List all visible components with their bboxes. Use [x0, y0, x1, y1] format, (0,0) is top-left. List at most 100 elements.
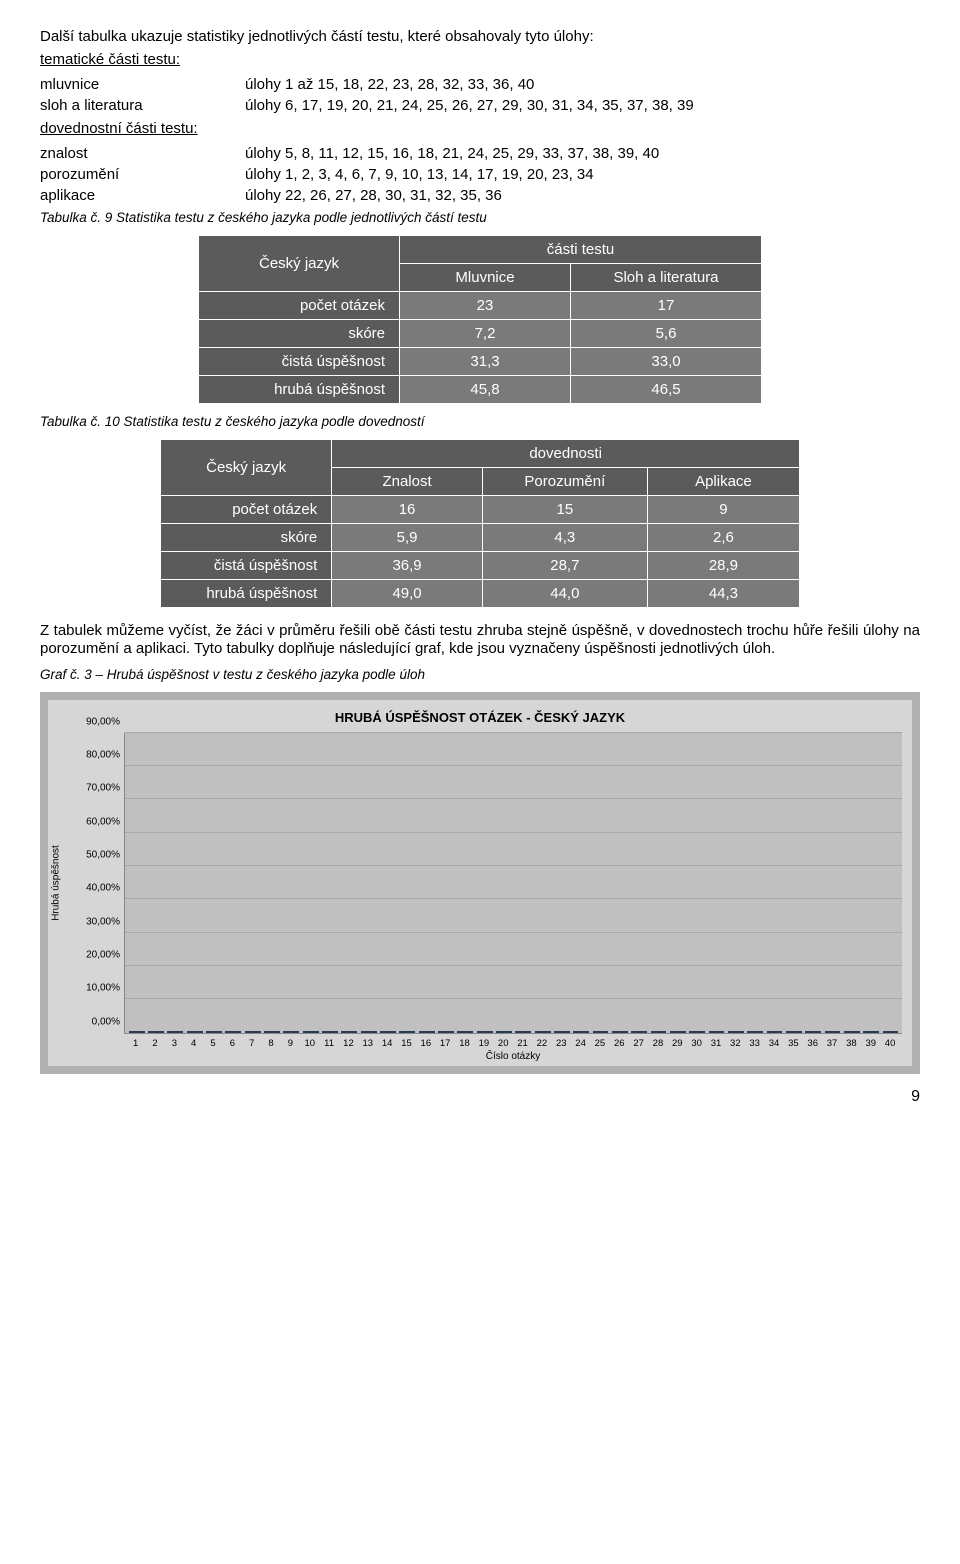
chart-xtick: 5	[203, 1038, 222, 1049]
chart-xtick: 21	[513, 1038, 532, 1049]
chart-xtick: 38	[842, 1038, 861, 1049]
chart-xtick: 16	[416, 1038, 435, 1049]
chart-bar	[341, 1031, 357, 1033]
chart-bar	[767, 1031, 783, 1033]
chart-xtick: 31	[706, 1038, 725, 1049]
chart-bar	[167, 1031, 183, 1033]
chart-xtick: 37	[822, 1038, 841, 1049]
chart-xtick: 14	[377, 1038, 396, 1049]
chart-bar	[631, 1031, 647, 1033]
chart-xtick: 33	[745, 1038, 764, 1049]
chart-bar	[670, 1031, 686, 1033]
chart-xtick: 34	[764, 1038, 783, 1049]
chart-bar	[283, 1031, 299, 1033]
chart-bar	[805, 1031, 821, 1033]
chart-bar	[322, 1031, 338, 1033]
caption-graf-3: Graf č. 3 – Hrubá úspěšnost v testu z če…	[40, 667, 920, 682]
section-tematicke: tematické části testu:	[40, 51, 920, 68]
chart-bar	[148, 1031, 164, 1033]
table-casti-testu: Český jazykčásti testuMluvniceSloh a lit…	[198, 235, 762, 404]
chart-bar	[651, 1031, 667, 1033]
chart-xtick: 7	[242, 1038, 261, 1049]
chart-xtick: 36	[803, 1038, 822, 1049]
chart-ytick: 70,00%	[86, 783, 120, 794]
chart-xtick: 28	[648, 1038, 667, 1049]
chart-bar	[863, 1031, 879, 1033]
def-val: úlohy 5, 8, 11, 12, 15, 16, 18, 21, 24, …	[245, 143, 659, 164]
chart-ylabel: Hrubá úspěšnost	[51, 845, 62, 921]
chart-xtick: 22	[532, 1038, 551, 1049]
chart-xtick: 30	[687, 1038, 706, 1049]
chart-bar	[129, 1031, 145, 1033]
defs-tematicke: mluvniceúlohy 1 až 15, 18, 22, 23, 28, 3…	[40, 74, 694, 116]
chart-xtick: 39	[861, 1038, 880, 1049]
chart-bar	[844, 1031, 860, 1033]
chart-xtick: 1	[126, 1038, 145, 1049]
chart-bar	[380, 1031, 396, 1033]
chart-bar	[303, 1031, 319, 1033]
chart-bar	[689, 1031, 705, 1033]
chart-xtick: 23	[552, 1038, 571, 1049]
chart-yticks: 0,00%10,00%20,00%30,00%40,00%50,00%60,00…	[76, 733, 124, 1033]
section-dovednostni: dovednostní části testu:	[40, 120, 920, 137]
chart-bar	[515, 1031, 531, 1033]
chart-xtick: 27	[629, 1038, 648, 1049]
chart-xtick: 10	[300, 1038, 319, 1049]
chart-bar	[728, 1031, 744, 1033]
chart-bar	[786, 1031, 802, 1033]
chart-ytick: 50,00%	[86, 849, 120, 860]
chart-bar	[747, 1031, 763, 1033]
chart-xtick: 4	[184, 1038, 203, 1049]
def-key: mluvnice	[40, 74, 245, 95]
chart-xtick: 24	[571, 1038, 590, 1049]
chart-bar	[187, 1031, 203, 1033]
chart-xtick: 12	[339, 1038, 358, 1049]
chart-xtick: 2	[145, 1038, 164, 1049]
def-val: úlohy 1, 2, 3, 4, 6, 7, 9, 10, 13, 14, 1…	[245, 164, 659, 185]
paragraph-text: Z tabulek můžeme vyčíst, že žáci v průmě…	[40, 622, 920, 659]
chart-xtick: 40	[880, 1038, 899, 1049]
chart-xtick: 18	[455, 1038, 474, 1049]
chart-bar	[457, 1031, 473, 1033]
chart-bar	[496, 1031, 512, 1033]
chart-ytick: 0,00%	[92, 1016, 120, 1027]
def-key: aplikace	[40, 185, 245, 206]
chart-xtick: 11	[319, 1038, 338, 1049]
caption-table-10: Tabulka č. 10 Statistika testu z českého…	[40, 414, 920, 429]
chart-xlabel: Číslo otázky	[124, 1051, 902, 1062]
def-key: porozumění	[40, 164, 245, 185]
chart-ytick: 40,00%	[86, 883, 120, 894]
chart-bar	[573, 1031, 589, 1033]
chart-bar	[709, 1031, 725, 1033]
chart-xtick: 32	[726, 1038, 745, 1049]
chart-bar	[554, 1031, 570, 1033]
chart-bar	[225, 1031, 241, 1033]
def-val: úlohy 1 až 15, 18, 22, 23, 28, 32, 33, 3…	[245, 74, 694, 95]
chart-xtick: 19	[474, 1038, 493, 1049]
chart-ytick: 60,00%	[86, 816, 120, 827]
chart-xtick: 9	[281, 1038, 300, 1049]
chart-bar	[825, 1031, 841, 1033]
def-val: úlohy 6, 17, 19, 20, 21, 24, 25, 26, 27,…	[245, 95, 694, 116]
chart-bar	[361, 1031, 377, 1033]
page-number: 9	[40, 1088, 920, 1106]
chart-xtick: 17	[436, 1038, 455, 1049]
chart-bar	[419, 1031, 435, 1033]
defs-dovednostni: znalostúlohy 5, 8, 11, 12, 15, 16, 18, 2…	[40, 143, 659, 206]
chart-xtick: 35	[784, 1038, 803, 1049]
chart-bar	[206, 1031, 222, 1033]
chart-xtick: 26	[610, 1038, 629, 1049]
chart-bar	[438, 1031, 454, 1033]
chart-ytick: 20,00%	[86, 949, 120, 960]
chart-bar	[245, 1031, 261, 1033]
chart-xtick: 15	[397, 1038, 416, 1049]
chart-bar	[399, 1031, 415, 1033]
chart-bar	[477, 1031, 493, 1033]
chart-xticks: 1234567891011121314151617181920212223242…	[124, 1034, 902, 1049]
def-key: znalost	[40, 143, 245, 164]
chart-ytick: 10,00%	[86, 983, 120, 994]
chart-xtick: 20	[494, 1038, 513, 1049]
chart-bar	[264, 1031, 280, 1033]
chart-xtick: 6	[223, 1038, 242, 1049]
chart-xtick: 8	[261, 1038, 280, 1049]
